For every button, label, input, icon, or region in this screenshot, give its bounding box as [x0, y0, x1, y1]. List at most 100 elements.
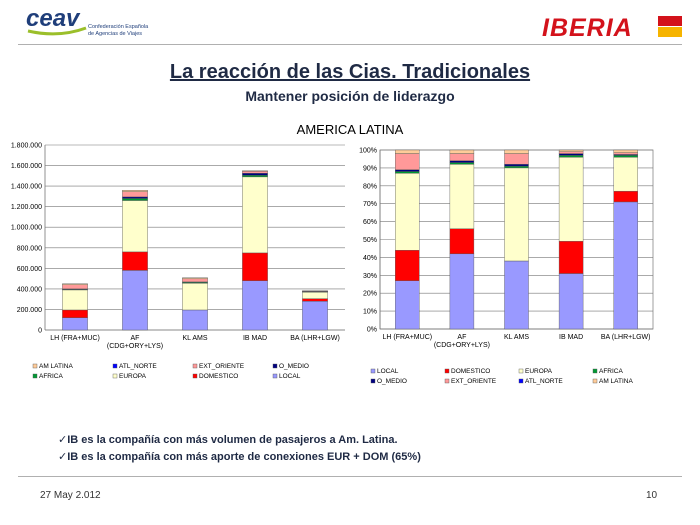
legend-label: DOMESTICO	[451, 368, 490, 375]
y-tick-label: 50%	[363, 237, 377, 244]
bar-segment	[449, 162, 475, 165]
legend-swatch	[32, 373, 38, 379]
bar-segment	[242, 176, 268, 254]
legend-swatch	[592, 378, 598, 384]
bar-segment	[449, 153, 475, 161]
bar-segment	[182, 278, 208, 283]
bullet-list: ✓IB es la compañía con más volumen de pa…	[58, 432, 421, 466]
iberia-mark-red	[658, 16, 682, 26]
bullet-text: IB es la compañía con más volumen de pas…	[67, 434, 398, 446]
y-tick-label: 1.200.000	[11, 204, 42, 211]
bar-segment	[122, 196, 148, 199]
y-tick-label: 70%	[363, 201, 377, 208]
x-tick-label: BA (LHR+LGW)	[601, 334, 651, 341]
bar-segment	[395, 153, 420, 170]
y-tick-label: 80%	[363, 183, 377, 190]
legend-swatch	[518, 368, 524, 374]
bar-segment	[558, 156, 584, 242]
bar-segment	[504, 167, 529, 262]
iberia-logo-text: IBERIA	[542, 14, 633, 42]
legend-swatch	[444, 378, 450, 384]
bar-segment	[182, 277, 208, 280]
y-tick-label: 40%	[363, 255, 377, 262]
bar-segment	[62, 284, 88, 290]
legend-label: EUROPA	[119, 373, 147, 380]
bar-segment	[613, 149, 638, 153]
y-tick-label: 100%	[359, 148, 377, 155]
legend-swatch	[272, 363, 278, 369]
legend-label: AFRICA	[39, 373, 64, 380]
x-tick-label: IB MAD	[559, 334, 583, 341]
bar-segment	[122, 190, 148, 192]
bar-segment	[504, 149, 529, 154]
bar-segment	[613, 201, 638, 330]
legend-swatch	[444, 368, 450, 374]
bar-segment	[302, 291, 328, 299]
bar-segment	[449, 228, 475, 255]
bar-segment	[182, 283, 208, 311]
check-icon: ✓	[58, 451, 68, 463]
legend-swatch	[192, 363, 198, 369]
ceav-logo-text: ceav	[26, 5, 81, 32]
legend-swatch	[272, 373, 278, 379]
legend-label: O_MEDIO	[377, 378, 407, 385]
ceav-logo: ceav Confederación Española de Agencias …	[26, 5, 149, 37]
bar-segment	[613, 156, 638, 192]
y-tick-label: 1.400.000	[11, 184, 42, 191]
bar-segment	[242, 280, 268, 331]
absolute-passengers-chart: 0 200.000 400.000 600.000 800.000 1.000.000 1.…	[11, 143, 345, 380]
y-tick-label: 1.800.000	[11, 143, 42, 150]
legend-label: EXT_ORIENTE	[451, 378, 497, 385]
y-tick-label: 30%	[363, 273, 377, 280]
y-tick-label: 0%	[367, 327, 377, 334]
legend-swatch	[192, 373, 198, 379]
bar-segment	[242, 173, 268, 176]
legend-label: EUROPA	[525, 368, 553, 375]
y-tick-label: 400.000	[17, 286, 42, 293]
y-tick-label: 800.000	[17, 245, 42, 252]
bar-segment	[62, 289, 88, 311]
bar-segment	[504, 153, 529, 165]
ceav-logo-sub2: de Agencias de Viajes	[88, 31, 142, 37]
x-tick-label: KL AMS	[182, 335, 207, 342]
x-tick-label: (CDG+ORY+LYS)	[434, 342, 490, 349]
bar-segment	[558, 149, 584, 152]
bar-segment	[122, 200, 148, 253]
bar-segment	[122, 198, 148, 201]
x-tick-label: AF	[457, 334, 466, 341]
x-tick-label: LH (FRA+MUC)	[383, 334, 433, 341]
bar-segment	[504, 260, 529, 330]
legend-swatch	[112, 363, 118, 369]
x-tick-label: IB MAD	[243, 335, 267, 342]
bar-segment	[613, 155, 638, 158]
legend-label: AM LATINA	[599, 378, 633, 385]
bar-segment	[558, 155, 584, 158]
bar-segment	[302, 290, 328, 292]
x-tick-label: BA (LHR+LGW)	[290, 335, 340, 342]
bar-segment	[395, 169, 420, 172]
bar-segment	[449, 164, 475, 229]
x-tick-label: (CDG+ORY+LYS)	[107, 343, 163, 350]
bar-segment	[62, 309, 88, 318]
y-tick-label: 10%	[363, 309, 377, 316]
bar-segment	[242, 170, 268, 172]
percent-share-chart: 0% 10% 20% 30% 40% 50% 60% 70% 80% 90% 100% LH (FRA…	[359, 148, 654, 385]
bar-segment	[449, 253, 475, 330]
check-icon: ✓	[58, 434, 68, 446]
y-tick-label: 20%	[363, 291, 377, 298]
legend-label: ATL_NORTE	[525, 378, 563, 385]
bar-segment	[242, 171, 268, 174]
legend-label: AM LATINA	[39, 363, 73, 370]
bar-segment	[62, 317, 88, 331]
bar-segment	[613, 190, 638, 203]
header-rule	[18, 44, 682, 45]
footer-rule	[18, 476, 682, 477]
bullet-item: ✓IB es la compañía con más volumen de pa…	[58, 432, 421, 449]
bar-segment	[504, 164, 529, 167]
legend-label: EXT_ORIENTE	[199, 363, 245, 370]
bar-segment	[395, 250, 420, 281]
ceav-swoosh	[27, 26, 87, 36]
bar-segment	[122, 191, 148, 198]
ceav-logo-sub1: Confederación Española	[88, 24, 149, 30]
bar-segment	[613, 152, 638, 155]
